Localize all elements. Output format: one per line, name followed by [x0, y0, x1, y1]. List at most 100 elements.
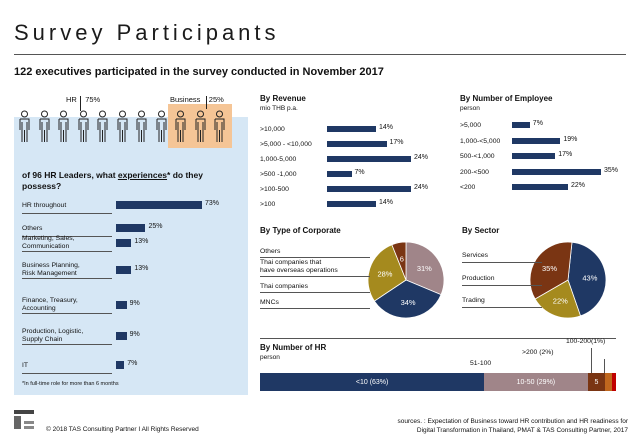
hr-bracket [80, 96, 81, 111]
business-bracket [206, 96, 207, 109]
hr-count-segment: 10-50 (29%) [484, 373, 588, 391]
hr-experience-separator [22, 213, 112, 214]
corporate-pie-slice-label: 6 [400, 254, 404, 263]
hr-experience-question: of 96 HR Leaders, what experiences* do t… [22, 170, 203, 191]
revenue-value-label: 24% [414, 154, 429, 161]
sector-pie-slice-label: 22% [553, 297, 568, 306]
hr-experience-separator [22, 251, 112, 252]
hr-count-callout-leader [591, 348, 592, 373]
page-title: Survey Participants [14, 20, 280, 45]
hr-count-segment [612, 373, 616, 391]
hr-experience-category-label: Marketing, Sales, [22, 235, 75, 242]
hr-experience-value-label: 9% [129, 331, 140, 338]
revenue-bar [327, 201, 376, 207]
page-subtitle: 122 executives participated in the surve… [14, 66, 384, 78]
hr-experience-bar [116, 301, 127, 309]
hr-experience-category-label: Production, Logistic, [22, 328, 84, 335]
person-icon [39, 110, 49, 142]
employee-category-label: 1,000-<5,000 [460, 137, 501, 145]
revenue-category-label: 1,000-5,000 [260, 156, 297, 163]
hr-experience-bar [116, 224, 146, 232]
hr-experience-category-label: Communication [22, 243, 70, 250]
hr-leaders-panel [14, 117, 248, 395]
hr-group-label: HR 75% [66, 95, 100, 104]
hr-count-segment-label: <10 (63%) [355, 378, 389, 386]
business-group-label: Business 25% [170, 95, 224, 104]
employee-bar [512, 137, 561, 144]
employee-category-label: <200 [460, 184, 476, 191]
corporate-title: By Type of Corporate [260, 226, 341, 235]
person-icon [97, 110, 108, 142]
revenue-category-label: >100-500 [260, 186, 289, 193]
corporate-legend-label: Thai companies that [260, 259, 322, 266]
employee-category-label: 200-<500 [460, 168, 489, 176]
person-icon [117, 110, 127, 142]
sector-pie-slice [534, 279, 582, 319]
sector-pie-slice [567, 241, 607, 317]
employee-value-label: 35% [604, 166, 619, 174]
hr-count-segment: 5 [587, 373, 606, 391]
hr-experience-separator [22, 373, 112, 374]
person-icon [156, 110, 166, 142]
sector-legend-label: Production [462, 275, 495, 282]
employee-unit: person [460, 105, 480, 112]
corporate-pie-slice [391, 241, 407, 281]
source-line-1: sources. : Expectation of Business towar… [397, 418, 628, 425]
hr-count-callout: >200 (2%) [522, 349, 554, 356]
hr-experience-separator [22, 236, 112, 237]
hr-experience-bar [116, 361, 125, 369]
hr-label: HR [66, 95, 77, 104]
corporate-legend-label: Thai companies [260, 283, 308, 290]
title-divider [14, 54, 626, 55]
sector-title: By Sector [462, 226, 500, 235]
employee-bar [512, 122, 530, 128]
business-pct: 25% [208, 95, 224, 104]
revenue-category-label: >500 -1,000 [260, 171, 297, 178]
hr-count-stacked-bar: <10 (63%) 10-50 (29%) 5 [260, 373, 616, 391]
hr-experience-value-label: 7% [127, 360, 138, 367]
person-icon [214, 110, 225, 142]
corporate-legend-leader [260, 257, 370, 258]
hr-experience-bar [116, 239, 132, 247]
hr-experience-category-label: Accounting [22, 305, 56, 312]
hr-count-segment-label: 10-50 (29%) [516, 378, 556, 386]
hr-experience-footnote: *In full-time role for more than 6 month… [22, 381, 119, 387]
hr-experience-category-label: Supply Chain [22, 336, 63, 343]
hr-experience-separator [22, 344, 112, 345]
employee-title: By Number of Employee [460, 94, 553, 103]
hr-experience-separator [22, 313, 112, 314]
sector-legend-leader [462, 285, 542, 286]
hr-experience-category-label: Risk Management [22, 270, 77, 277]
hr-experience-value-label: 9% [129, 300, 140, 307]
hr-experience-category-label: Others [22, 225, 43, 232]
sector-legend-label: Services [462, 252, 489, 259]
hr-experience-bar [116, 201, 202, 209]
corporate-pie-slice-label: 31% [417, 264, 432, 273]
hr-count-unit: person [260, 354, 280, 361]
employee-bar [512, 153, 556, 159]
revenue-bar [327, 171, 352, 177]
revenue-unit: mio THB p.a. [260, 105, 298, 112]
revenue-bar [327, 126, 376, 132]
hr-experience-value-label: 25% [148, 223, 163, 230]
employee-value-label: 22% [570, 182, 585, 189]
corporate-pie-slice [405, 241, 445, 296]
employee-bar [512, 168, 601, 175]
corporate-legend-leader [260, 292, 370, 293]
hr-count-segment: <10 (63%) [260, 373, 485, 391]
sector-pie-slice-label: 35% [542, 264, 557, 273]
corporate-pie-slice [373, 279, 442, 319]
sector-pie-slice-label: 43% [582, 273, 597, 282]
person-icon [175, 110, 186, 142]
corporate-legend-label: MNCs [260, 299, 279, 306]
hr-count-segment-label: 5 [594, 378, 599, 386]
hr-experience-category-label: Business Planning, [22, 262, 80, 269]
hr-count-title: By Number of HR [260, 343, 327, 352]
person-icon [19, 110, 30, 142]
corporate-legend-leader [260, 308, 370, 309]
revenue-value-label: 14% [379, 124, 394, 131]
revenue-value-label: 17% [389, 139, 404, 146]
corporate-pie-chart: 31% 34% 28% 6 [367, 241, 445, 319]
hr-experience-category-label: IT [22, 362, 29, 369]
employee-category-label: >5,000 [460, 122, 481, 129]
